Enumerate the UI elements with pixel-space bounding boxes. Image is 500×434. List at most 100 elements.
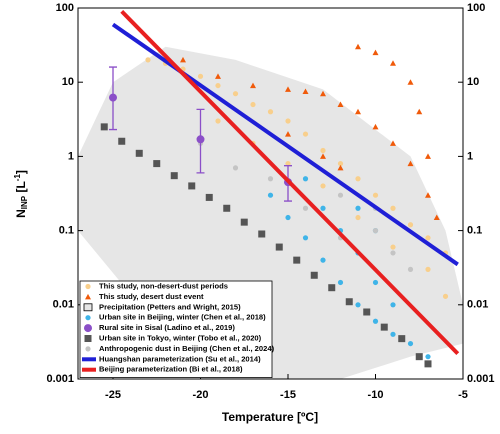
point bbox=[285, 118, 291, 124]
point bbox=[390, 60, 396, 66]
legend-label: Huangshan parameterization (Su et al., 2… bbox=[99, 354, 261, 363]
point bbox=[416, 108, 423, 115]
point bbox=[355, 302, 361, 308]
point bbox=[205, 193, 213, 201]
point bbox=[398, 335, 406, 343]
point bbox=[407, 79, 414, 85]
y-tick-label: 10 bbox=[62, 76, 74, 88]
y-tick-label: 1 bbox=[68, 150, 74, 162]
point bbox=[363, 308, 371, 316]
point bbox=[372, 228, 379, 234]
y2-tick-label: 10 bbox=[467, 76, 479, 88]
y-tick-label: 0.01 bbox=[53, 299, 74, 311]
point bbox=[170, 172, 178, 180]
overlay: -25 -20 -15 -10 -5 0.001 0.001 0.01 0.01 0.1 0.1 1 1… bbox=[46, 2, 494, 401]
point bbox=[100, 123, 108, 131]
point bbox=[153, 160, 161, 168]
legend-swatch bbox=[84, 324, 92, 333]
x-tick-label: -25 bbox=[105, 389, 121, 401]
plot-frame bbox=[77, 7, 464, 380]
point bbox=[425, 235, 431, 241]
point bbox=[267, 109, 274, 115]
point bbox=[197, 73, 204, 79]
point bbox=[390, 302, 396, 308]
point bbox=[433, 214, 440, 221]
point bbox=[302, 131, 309, 137]
point bbox=[285, 160, 291, 167]
legend-label: Urban site in Beijing, winter (Chen et a… bbox=[99, 313, 266, 322]
point bbox=[215, 73, 221, 79]
point bbox=[372, 192, 379, 198]
point bbox=[425, 153, 431, 159]
legend-box bbox=[79, 280, 273, 378]
point bbox=[302, 88, 309, 94]
point bbox=[442, 293, 449, 299]
point bbox=[215, 82, 221, 89]
point bbox=[118, 137, 126, 145]
y2-tick-label: 0.01 bbox=[467, 299, 488, 311]
point bbox=[180, 56, 186, 63]
point bbox=[425, 192, 431, 198]
point bbox=[337, 192, 344, 198]
point bbox=[390, 331, 396, 337]
point bbox=[407, 266, 414, 272]
legend-label: Urban site in Tokyo, winter (Tobo et al.… bbox=[99, 334, 262, 343]
parameterization-line bbox=[111, 22, 459, 267]
point bbox=[135, 149, 143, 157]
x-tick-label: -5 bbox=[458, 389, 468, 401]
point bbox=[320, 205, 326, 211]
point bbox=[232, 91, 239, 97]
y-tick-label: 0.1 bbox=[59, 225, 74, 237]
y-tick-label: 100 bbox=[56, 2, 74, 14]
point bbox=[355, 176, 361, 182]
point bbox=[390, 250, 396, 256]
point bbox=[337, 101, 344, 108]
point bbox=[196, 135, 205, 144]
legend-label: Anthropogenic dust in Beijing (Chen et a… bbox=[99, 344, 275, 353]
point bbox=[320, 147, 326, 154]
point bbox=[302, 176, 309, 182]
point bbox=[390, 244, 396, 250]
legend-label: This study, non-desert-dust periods bbox=[99, 282, 228, 291]
point bbox=[302, 235, 309, 241]
x-tick-label: -15 bbox=[280, 389, 296, 401]
point bbox=[345, 298, 353, 306]
point bbox=[337, 164, 344, 171]
point bbox=[337, 160, 344, 167]
point bbox=[320, 90, 326, 97]
legend-swatch bbox=[85, 283, 91, 290]
point bbox=[372, 318, 379, 324]
point bbox=[215, 118, 221, 124]
y2-tick-label: 100 bbox=[467, 2, 485, 14]
point bbox=[188, 182, 196, 190]
point bbox=[320, 183, 326, 189]
point bbox=[310, 271, 318, 279]
y2-tick-label: 0.001 bbox=[467, 373, 495, 385]
point bbox=[425, 354, 431, 360]
point bbox=[145, 57, 151, 63]
point bbox=[390, 140, 396, 146]
point bbox=[320, 153, 326, 159]
parameterization-line bbox=[120, 9, 460, 355]
point bbox=[407, 340, 414, 347]
legend-label: Rural site in Sisal (Ladino et al., 2019… bbox=[99, 323, 235, 332]
legend-label: Beijing parameterization (Bi et al., 201… bbox=[99, 365, 243, 374]
point bbox=[267, 176, 274, 182]
point bbox=[267, 192, 274, 198]
point bbox=[425, 266, 431, 272]
legend-swatch bbox=[84, 335, 92, 342]
point bbox=[232, 165, 239, 171]
y-tick-label: 0.001 bbox=[46, 373, 74, 385]
point bbox=[355, 43, 361, 50]
point bbox=[250, 82, 256, 89]
point bbox=[293, 256, 301, 264]
point bbox=[380, 323, 388, 331]
point bbox=[407, 160, 414, 167]
y2-tick-label: 0.1 bbox=[467, 225, 482, 237]
point bbox=[223, 204, 231, 212]
point bbox=[250, 101, 256, 108]
legend-swatch bbox=[83, 303, 93, 312]
point bbox=[109, 93, 117, 102]
x-tick-label: -20 bbox=[193, 389, 209, 401]
